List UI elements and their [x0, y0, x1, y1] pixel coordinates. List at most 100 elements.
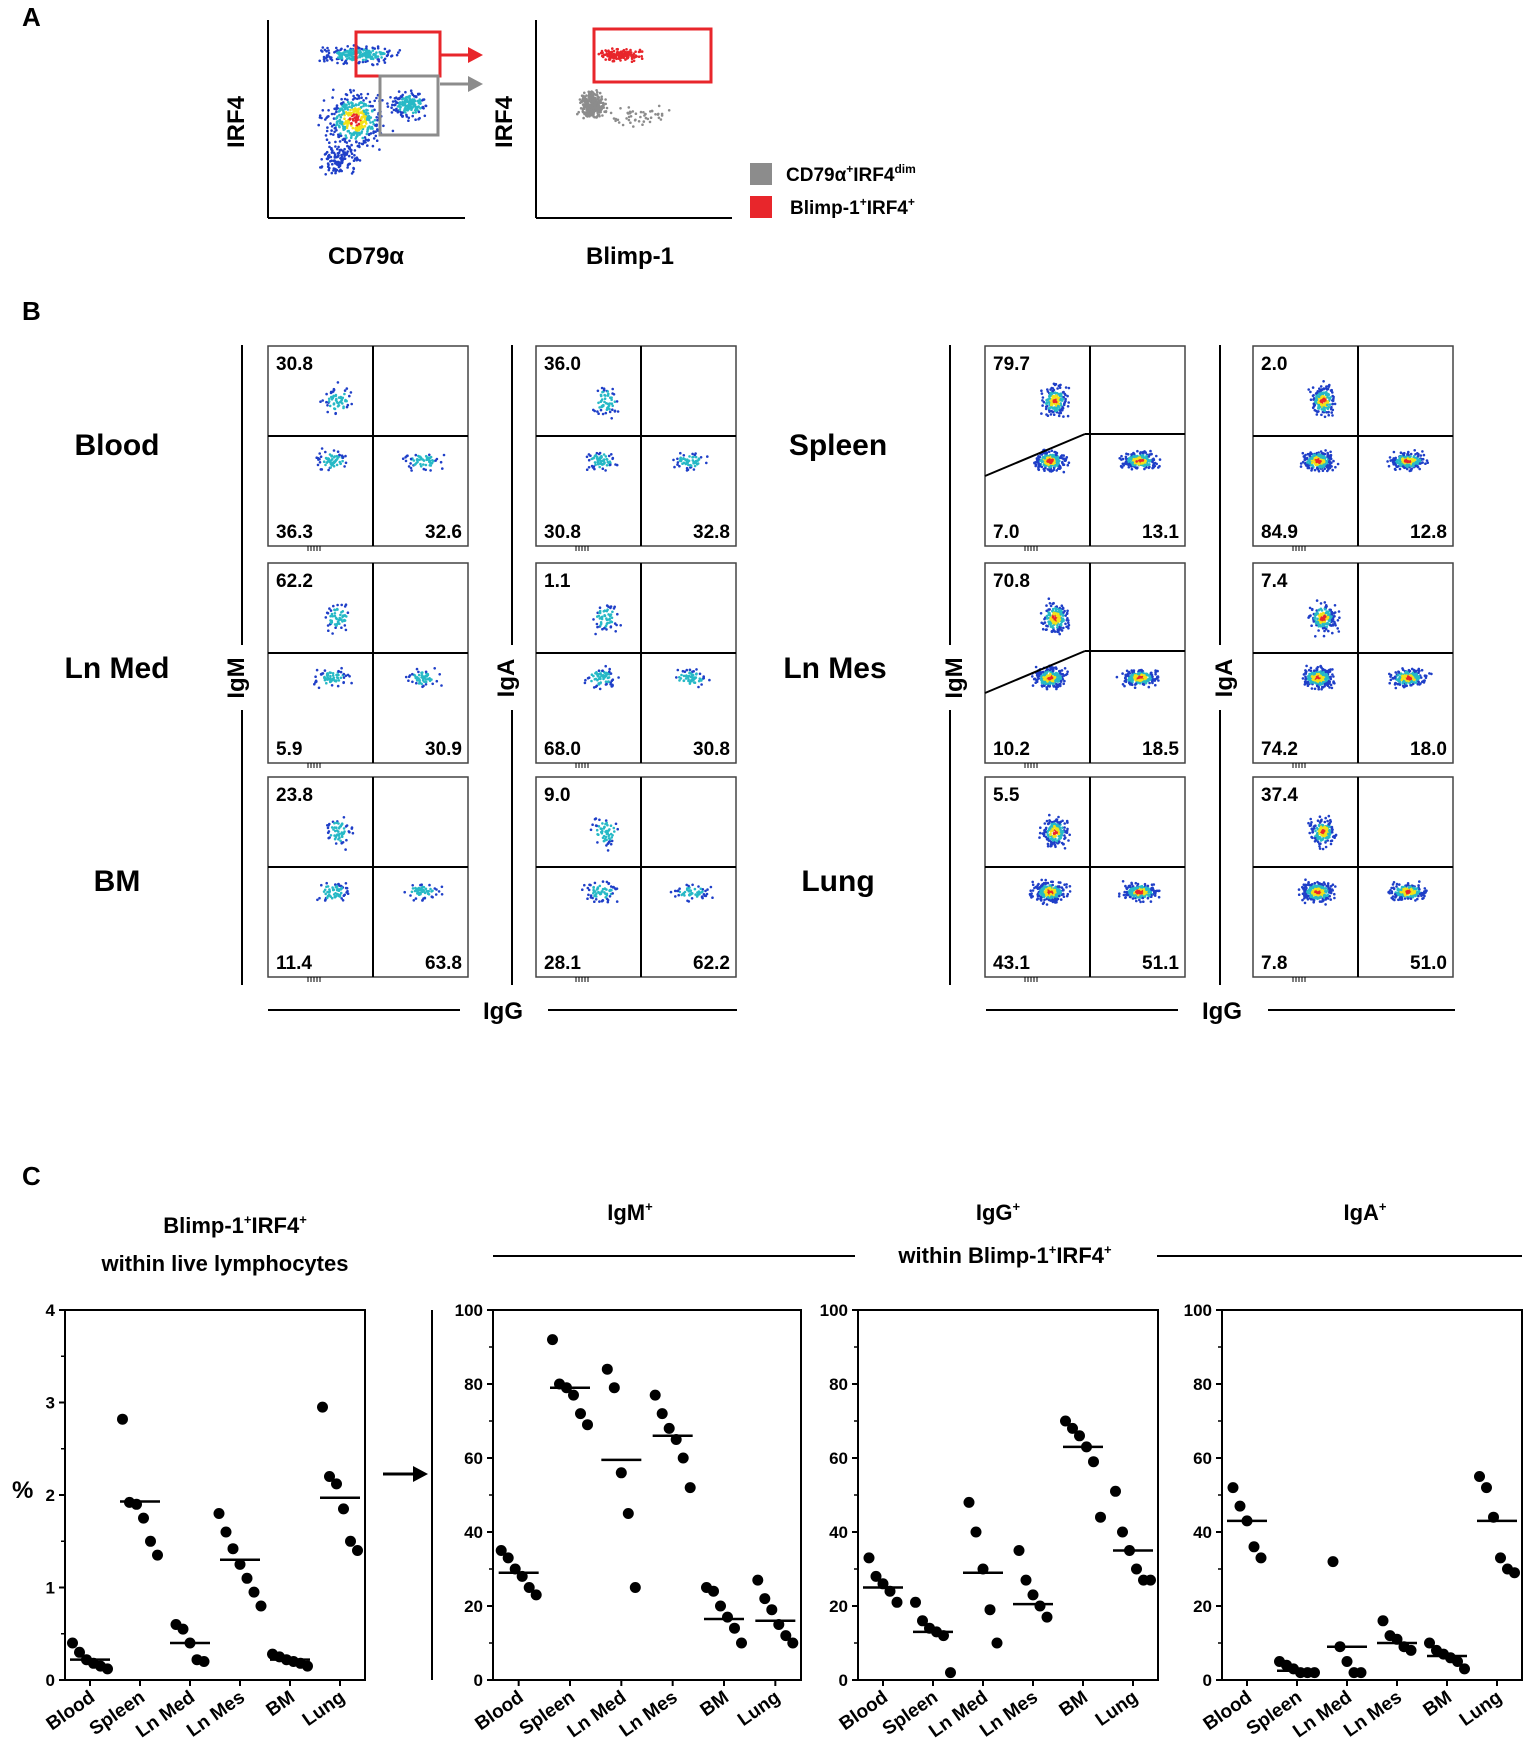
flow-dot: [352, 104, 356, 108]
flow-dot: [1124, 676, 1127, 680]
flow-dot: [583, 91, 586, 95]
flow-dot: [1131, 679, 1134, 682]
flow-dot: [1323, 415, 1327, 419]
flow-dot: [328, 141, 331, 144]
flow-dot: [598, 465, 601, 469]
flow-dot: [352, 166, 355, 170]
flow-dot: [424, 463, 428, 467]
flow-dot: [702, 676, 705, 680]
flow-dot: [1320, 403, 1323, 407]
flow-dot: [351, 170, 355, 173]
flow-dot: [335, 673, 338, 677]
flow-dot: [1328, 681, 1331, 685]
flow-dot: [598, 606, 602, 609]
flow-dot: [601, 390, 604, 394]
flow-dot: [1044, 405, 1048, 409]
flow-dot: [1067, 621, 1070, 625]
flow-dot: [424, 670, 428, 674]
flow-dot: [600, 97, 604, 101]
flow-dot: [343, 624, 347, 627]
flow-dot: [602, 106, 605, 109]
flow-dot: [327, 51, 331, 55]
flow-dot: [336, 603, 339, 607]
flow-dot: [672, 458, 675, 462]
flow-dot: [408, 674, 412, 677]
flow-dot: [604, 680, 608, 683]
flow-dot: [615, 400, 619, 403]
flow-dot: [360, 101, 364, 105]
flow-dot: [354, 128, 358, 131]
flow-dot: [1051, 395, 1055, 398]
flow-dot: [339, 134, 342, 137]
flow-dot: [376, 129, 380, 132]
flow-dot: [408, 96, 411, 99]
flow-dot: [350, 681, 353, 685]
flow-dot: [692, 681, 696, 684]
flow-dot: [315, 456, 319, 460]
flow-dot: [316, 898, 319, 902]
flow-dot: [358, 55, 362, 59]
flow-dot: [595, 671, 598, 674]
flow-dot: [354, 131, 357, 135]
flow-dot: [1397, 673, 1400, 677]
flow-dot: [330, 620, 333, 623]
flow-dot: [345, 57, 349, 61]
flow-dot: [357, 46, 360, 49]
flow-dot: [599, 51, 603, 55]
tissue-label-blood: Blood: [75, 429, 160, 462]
flow-dot: [1405, 464, 1408, 467]
flow-dot: [349, 113, 352, 117]
flow-dot: [407, 679, 410, 682]
flow-dot: [1337, 610, 1341, 613]
flow-dot: [1306, 466, 1310, 470]
flow-dot: [1058, 623, 1062, 626]
flow-dot: [1060, 669, 1064, 672]
legend-swatch-red: [750, 196, 772, 218]
flow-dot: [1324, 683, 1328, 686]
flow-dot: [627, 115, 631, 119]
flow-dot: [378, 148, 381, 151]
flow-dot: [349, 52, 352, 55]
flow-dot: [632, 52, 636, 55]
flow-dot: [1045, 671, 1048, 675]
flow-dot: [688, 455, 691, 458]
flow-dot: [332, 464, 336, 468]
flow-dot: [1394, 457, 1397, 461]
flow-dot: [341, 614, 345, 617]
flow-dot: [624, 58, 627, 61]
flow-dot: [1426, 461, 1429, 465]
flow-dot: [1315, 679, 1318, 683]
flow-dot: [387, 51, 390, 54]
flow-dot: [1121, 457, 1125, 461]
flow-dot: [1048, 410, 1051, 414]
flow-dot: [367, 138, 371, 142]
flow-dot: [325, 681, 328, 685]
flow-dot: [373, 99, 377, 103]
flow-dot: [402, 102, 406, 106]
flow-dot: [344, 603, 348, 606]
flow-dot: [392, 108, 396, 112]
flow-dot: [338, 149, 342, 152]
flow-dot: [1056, 619, 1060, 622]
flow-dot: [649, 116, 653, 119]
flow-dot: [336, 893, 340, 896]
flow-dot: [639, 115, 642, 119]
flow-dot: [603, 614, 607, 618]
flow-dot: [1331, 468, 1334, 472]
flow-dot: [1324, 605, 1327, 609]
flow-dot: [345, 886, 349, 890]
flow-dot: [1058, 386, 1062, 390]
flow-dot: [659, 118, 663, 121]
flow-dot: [1155, 454, 1158, 458]
flow-dot: [346, 130, 350, 133]
flow-dot: [1067, 627, 1070, 630]
flow-dot: [343, 893, 347, 897]
flow-dot: [1049, 460, 1053, 463]
flow-dot: [329, 122, 332, 125]
plot-a1-ylabel: IRF4: [223, 95, 250, 148]
flow-dot: [345, 387, 349, 390]
flow-dot: [1417, 458, 1420, 462]
flow-dot: [326, 162, 330, 165]
flow-dot: [1056, 387, 1059, 390]
flow-dot: [1127, 463, 1130, 467]
